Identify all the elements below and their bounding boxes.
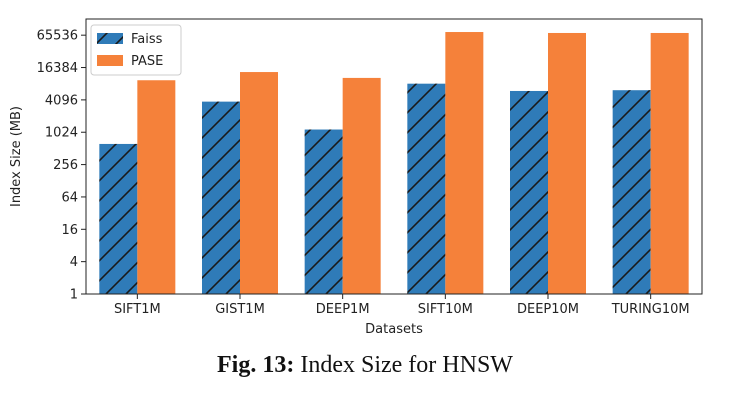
bar-chart: 1 4 16 64 256 1024 4096 16384 65536 SIFT1M GIST1M… bbox=[9, 18, 703, 337]
x-tick-label: SIFT1M bbox=[114, 302, 161, 317]
bar-hatch bbox=[407, 83, 446, 294]
x-tick-label: DEEP1M bbox=[316, 302, 370, 317]
y-tick-label: 4 bbox=[70, 255, 78, 270]
bar-hatch bbox=[304, 129, 343, 294]
x-tick-label: GIST1M bbox=[215, 302, 265, 317]
bar-pase bbox=[445, 32, 484, 295]
bar-pase bbox=[650, 32, 689, 295]
legend: Faiss PASE bbox=[90, 24, 182, 76]
plot-area-frame bbox=[85, 18, 703, 295]
legend-label-faiss: Faiss bbox=[131, 32, 163, 47]
y-axis: 1 4 16 64 256 1024 4096 16384 65536 bbox=[37, 29, 86, 303]
x-tick-label: DEEP10M bbox=[517, 302, 579, 317]
y-tick-label: 64 bbox=[61, 190, 78, 205]
y-tick-label: 1 bbox=[70, 288, 78, 303]
x-tick-label: SIFT10M bbox=[418, 302, 473, 317]
bar-hatch bbox=[202, 101, 240, 295]
bars-group bbox=[99, 32, 689, 295]
y-tick-label: 16 bbox=[61, 223, 78, 238]
caption-label: Fig. 13: bbox=[217, 352, 295, 378]
bar-pase bbox=[240, 72, 278, 294]
bar-pase bbox=[342, 77, 381, 295]
bar-pase bbox=[548, 32, 586, 295]
y-tick-label: 4096 bbox=[45, 93, 78, 108]
legend-swatch-hatch bbox=[97, 33, 123, 44]
bar-pase bbox=[137, 80, 176, 294]
bar-hatch bbox=[99, 143, 138, 294]
x-axis-label: Datasets bbox=[365, 322, 423, 337]
figure-caption: Fig. 13: Index Size for HNSW bbox=[0, 352, 730, 379]
y-tick-label: 1024 bbox=[45, 126, 78, 141]
y-tick-label: 256 bbox=[53, 158, 78, 173]
y-tick-label: 65536 bbox=[37, 29, 78, 44]
y-axis-label: Index Size (MB) bbox=[9, 106, 24, 207]
legend-swatch-pase bbox=[97, 55, 123, 66]
caption-text: Index Size for HNSW bbox=[300, 352, 513, 378]
bar-hatch bbox=[510, 90, 548, 295]
x-tick-label: TURING10M bbox=[611, 302, 690, 317]
bar-hatch bbox=[612, 90, 651, 294]
y-tick-label: 16384 bbox=[37, 61, 78, 76]
x-axis: SIFT1M GIST1M DEEP1M SIFT10M DEEP10M TURING10… bbox=[114, 294, 690, 317]
legend-label-pase: PASE bbox=[131, 54, 163, 69]
